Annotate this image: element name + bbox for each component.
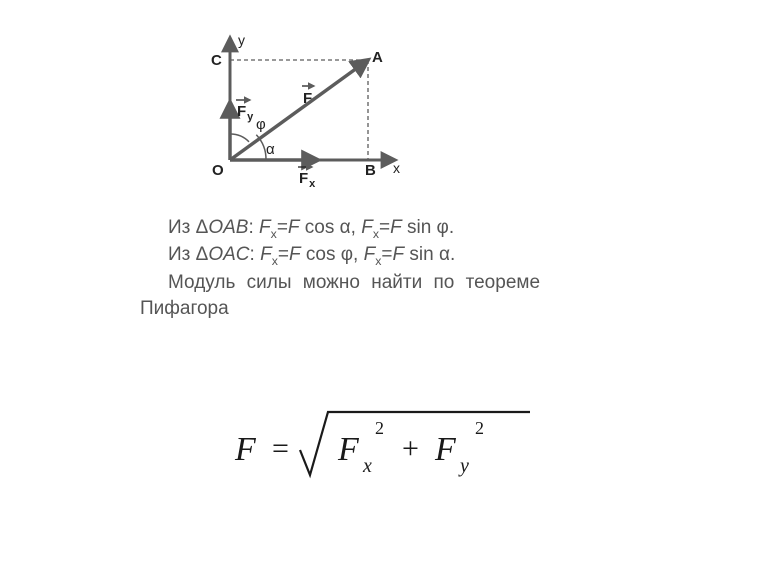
pythagoras-formula: F = F x 2 + F y 2 — [230, 400, 540, 490]
formula-eq: = — [272, 432, 289, 465]
label-alpha: α — [266, 141, 275, 158]
label-Fx: Fx — [298, 167, 316, 190]
text-line-2: Из ΔOAС: Fx=F cos φ, Fx=F sin α. — [140, 242, 640, 269]
formula-Fx-sub: x — [362, 455, 372, 477]
svg-text:Fy: Fy — [237, 103, 254, 123]
formula-Fy-sub: y — [458, 455, 469, 477]
label-phi: φ — [256, 116, 266, 133]
force-diagram: x y O A B C F Fx Fy α φ — [200, 30, 400, 190]
label-B: B — [365, 162, 376, 179]
page: x y O A B C F Fx Fy α φ — [0, 0, 768, 576]
formula-Fx: F — [337, 431, 360, 468]
formula-plus: + — [402, 432, 419, 465]
x-axis-label: x — [393, 160, 400, 176]
label-Fy: Fy — [236, 100, 254, 123]
y-axis-label: y — [238, 32, 245, 48]
svg-text:Fx: Fx — [299, 170, 316, 190]
label-A: A — [372, 49, 383, 66]
label-F: F — [302, 86, 314, 107]
text-block: Из ΔOAB: Fx=F cos α, Fx=F sin φ. Из ΔOAС… — [140, 215, 640, 321]
formula-F: F — [234, 431, 257, 468]
label-O: O — [212, 162, 224, 179]
formula-Fy-sq: 2 — [475, 418, 484, 438]
angle-phi-arc — [230, 134, 249, 142]
label-C: C — [211, 52, 222, 69]
text-line-4: Пифагора — [140, 296, 640, 322]
formula-Fy: F — [434, 431, 457, 468]
text-line-3: Модуль силы можно найти по теореме — [140, 270, 640, 296]
vector-F — [230, 60, 368, 160]
formula-Fx-sq: 2 — [375, 418, 384, 438]
svg-text:F: F — [303, 90, 312, 107]
text-line-1: Из ΔOAB: Fx=F cos α, Fx=F sin φ. — [140, 215, 640, 242]
